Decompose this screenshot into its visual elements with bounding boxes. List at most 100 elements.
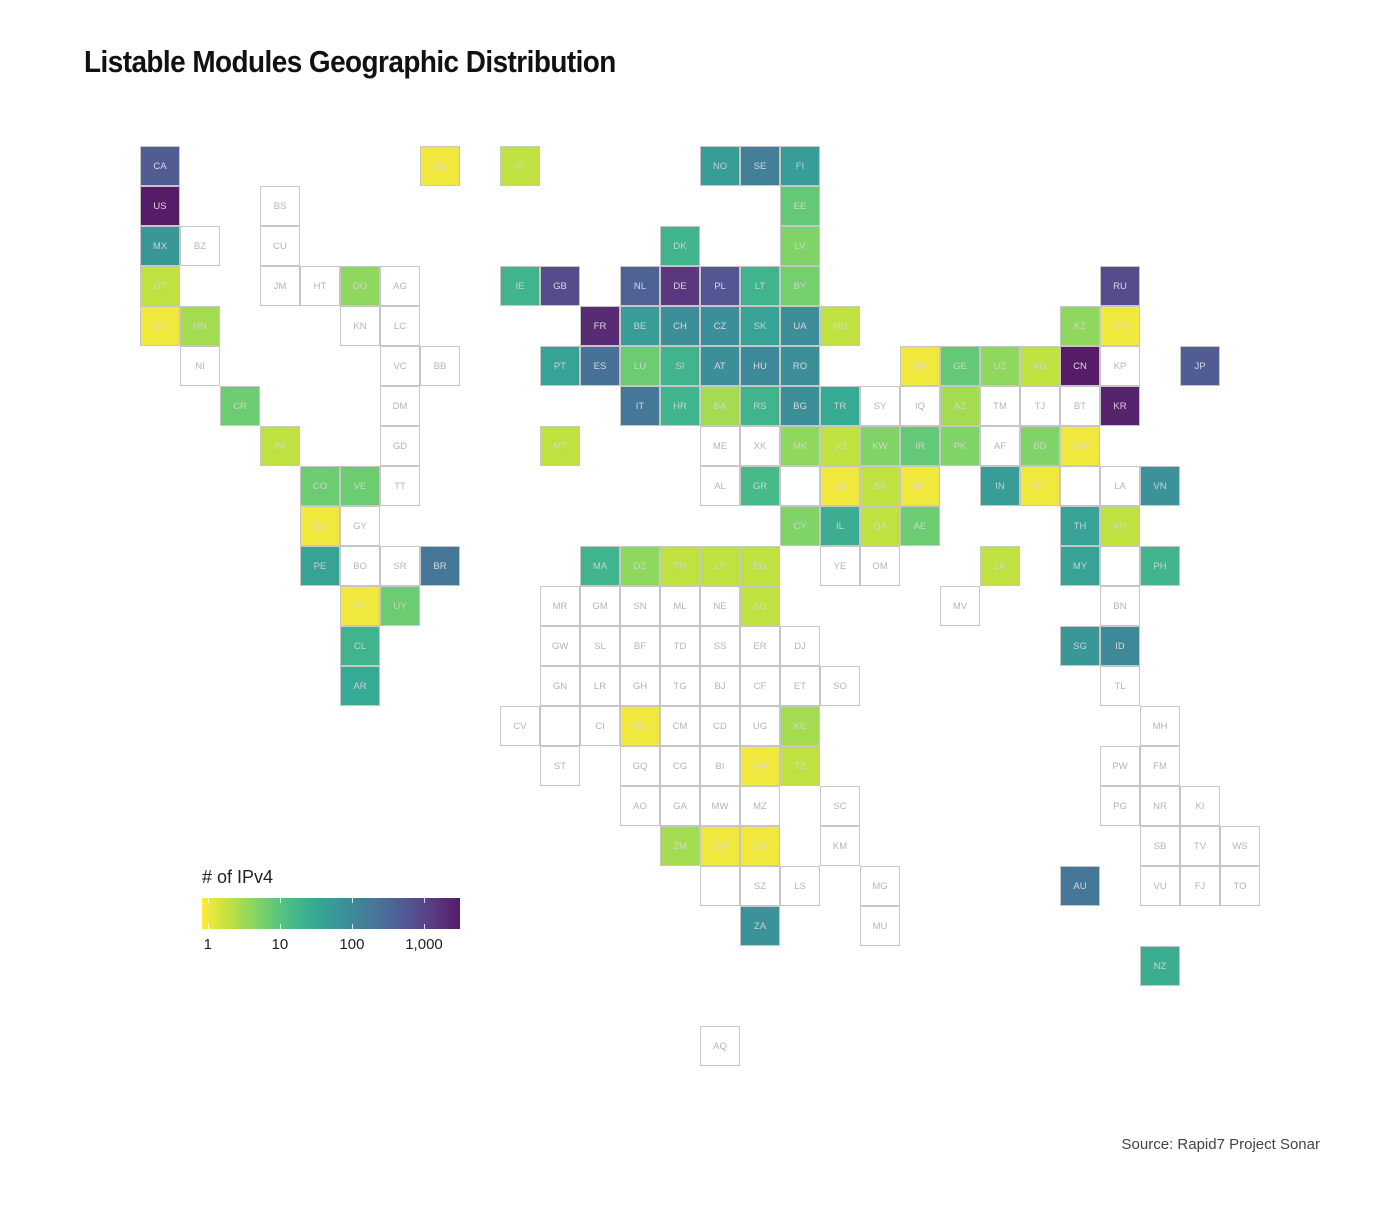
tile-py: PY — [340, 586, 380, 626]
tile-sd: SD — [740, 586, 780, 626]
tile-bn: BN — [1100, 586, 1140, 626]
tile-pw: PW — [1100, 746, 1140, 786]
tile-fi: FI — [780, 146, 820, 186]
chart-title: Listable Modules Geographic Distribution — [84, 44, 616, 79]
tile-am: AM — [900, 346, 940, 386]
tile-ls: LS — [780, 866, 820, 906]
tile-ug: UG — [740, 706, 780, 746]
tile-ly: LY — [700, 546, 740, 586]
legend-tick-mark — [279, 898, 281, 929]
legend-color-bar — [202, 898, 460, 929]
tile-mx: MX — [140, 226, 180, 266]
tile-kn: KN — [340, 306, 380, 346]
tile-tl: TL — [1100, 666, 1140, 706]
tile-pl: PL — [700, 266, 740, 306]
tile-it: IT — [620, 386, 660, 426]
tile-gl: GL — [420, 146, 460, 186]
tile-si: SI — [660, 346, 700, 386]
tile-ml: ML — [660, 586, 700, 626]
tile-unlabeled — [780, 466, 820, 506]
tile-xk: XK — [740, 426, 780, 466]
tile-gd: GD — [380, 426, 420, 466]
tile-kh: KH — [1100, 506, 1140, 546]
tile-ma: MA — [580, 546, 620, 586]
tile-eg: EG — [740, 546, 780, 586]
tile-so: SO — [820, 666, 860, 706]
tile-al: AL — [700, 466, 740, 506]
tile-cg: CG — [660, 746, 700, 786]
tile-mt: MT — [540, 426, 580, 466]
tile-gw: GW — [540, 626, 580, 666]
tile-ru: RU — [1100, 266, 1140, 306]
tile-ge: GE — [940, 346, 980, 386]
tile-nl: NL — [620, 266, 660, 306]
tile-sn: SN — [620, 586, 660, 626]
tile-ht: HT — [300, 266, 340, 306]
tile-mv: MV — [940, 586, 980, 626]
tile-tg: TG — [660, 666, 700, 706]
tile-ua: UA — [780, 306, 820, 346]
tile-tt: TT — [380, 466, 420, 506]
tile-hr: HR — [660, 386, 700, 426]
tile-lv: LV — [780, 226, 820, 266]
tile-cl: CL — [340, 626, 380, 666]
tile-ki: KI — [1180, 786, 1220, 826]
tile-cu: CU — [260, 226, 300, 266]
tile-ne: NE — [700, 586, 740, 626]
tile-my: MY — [1060, 546, 1100, 586]
tile-gn: GN — [540, 666, 580, 706]
tile-ss: SS — [700, 626, 740, 666]
tile-do: DO — [340, 266, 380, 306]
tile-to: TO — [1220, 866, 1260, 906]
tile-mr: MR — [540, 586, 580, 626]
tile-fm: FM — [1140, 746, 1180, 786]
tile-sg: SG — [1060, 626, 1100, 666]
tile-dm: DM — [380, 386, 420, 426]
tile-uy: UY — [380, 586, 420, 626]
tile-bh: BH — [900, 466, 940, 506]
tile-fj: FJ — [1180, 866, 1220, 906]
tile-aq: AQ — [700, 1026, 740, 1066]
legend-tick-mark — [423, 898, 425, 929]
legend-tick-label: 10 — [271, 936, 289, 953]
tile-zw: ZW — [740, 826, 780, 866]
tile-pk: PK — [940, 426, 980, 466]
tile-dz: DZ — [620, 546, 660, 586]
legend-tick-label: 1,000 — [405, 936, 443, 953]
tile-gt: GT — [140, 266, 180, 306]
tile-uz: UZ — [980, 346, 1020, 386]
tile-jo: JO — [820, 426, 860, 466]
tile-af: AF — [980, 426, 1020, 466]
tile-cr: CR — [220, 386, 260, 426]
tile-lr: LR — [580, 666, 620, 706]
tile-om: OM — [860, 546, 900, 586]
tile-az: AZ — [940, 386, 980, 426]
tile-bz: BZ — [180, 226, 220, 266]
tile-mh: MH — [1140, 706, 1180, 746]
tile-mn: MN — [1100, 306, 1140, 346]
tile-ve: VE — [340, 466, 380, 506]
tile-tm: TM — [980, 386, 1020, 426]
tile-mw: MW — [700, 786, 740, 826]
legend-tick-label: 1 — [203, 936, 212, 953]
tile-cm: CM — [660, 706, 700, 746]
tile-pa: PA — [260, 426, 300, 466]
tile-vu: VU — [1140, 866, 1180, 906]
tile-ga: GA — [660, 786, 700, 826]
tile-by: BY — [780, 266, 820, 306]
tile-kg: KG — [1020, 346, 1060, 386]
tile-es: ES — [580, 346, 620, 386]
tile-tj: TJ — [1020, 386, 1060, 426]
tile-lt: LT — [740, 266, 780, 306]
tile-unlabeled — [700, 866, 740, 906]
tile-tz: TZ — [780, 746, 820, 786]
tile-bs: BS — [260, 186, 300, 226]
tile-tr: TR — [820, 386, 860, 426]
tile-md: MD — [820, 306, 860, 346]
tile-jm: JM — [260, 266, 300, 306]
tile-lc: LC — [380, 306, 420, 346]
legend-tick-label: 100 — [339, 936, 365, 953]
tile-ke: KE — [780, 706, 820, 746]
tile-hn: HN — [180, 306, 220, 346]
